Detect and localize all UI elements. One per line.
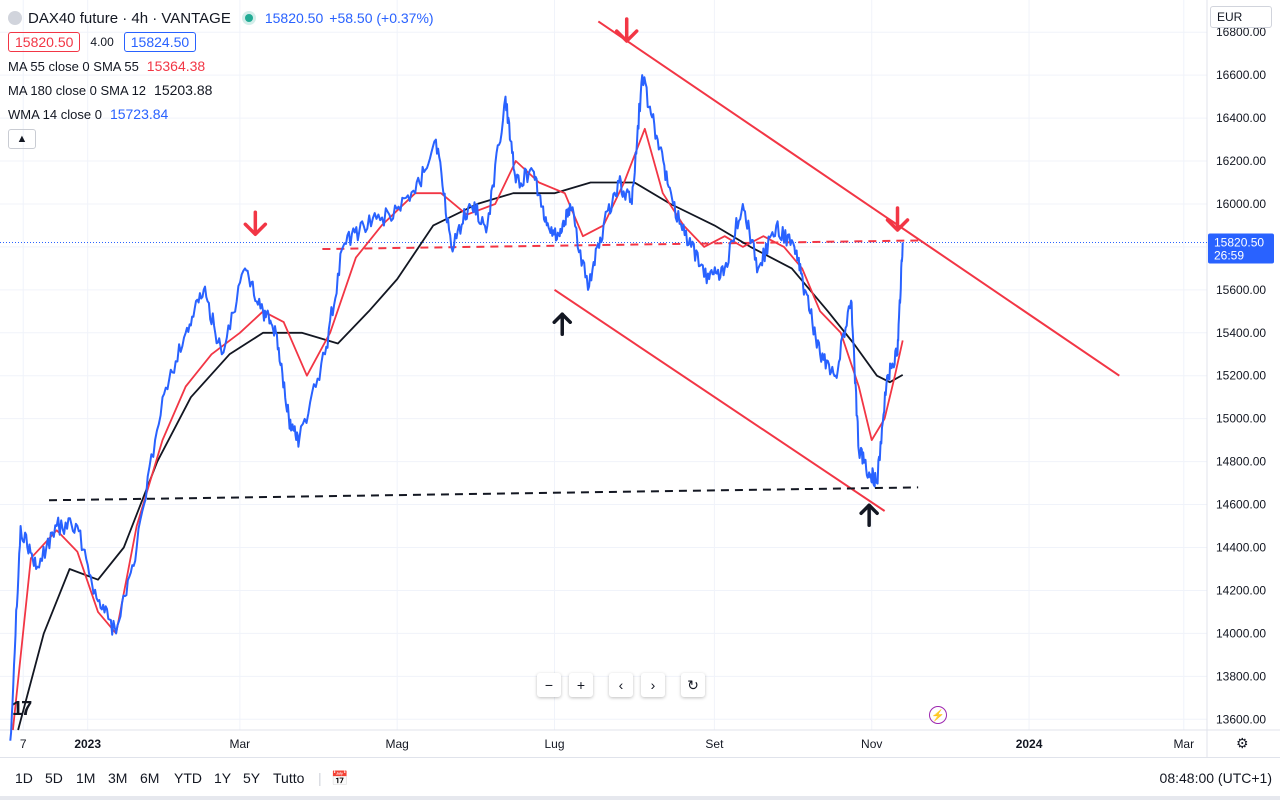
symbol-title[interactable]: DAX40 future · 4h · VANTAGE: [28, 9, 231, 27]
price-axis: 13600.00 13800.00 14000.00 14200.00 14400.00…: [1208, 25, 1274, 726]
price-tick-label: 14600.00: [1216, 498, 1266, 512]
collapse-legend-button[interactable]: ▲: [8, 129, 36, 149]
buy-button[interactable]: 15824.50: [123, 32, 197, 52]
price-tick-label: 16200.00: [1216, 154, 1266, 168]
indicator-value: 15723.84: [109, 106, 169, 122]
time-tick-label: Mar: [230, 737, 251, 751]
price-tick-label: 15400.00: [1216, 326, 1266, 340]
price-tick-label: 15200.00: [1216, 369, 1266, 383]
gear-icon[interactable]: ⚙: [1236, 735, 1249, 751]
clock-timezone[interactable]: 08:48:00 (UTC+1): [1159, 770, 1272, 786]
zoom-out-button[interactable]: −: [537, 673, 561, 697]
indicator-name: MA 55 close 0 SMA 55: [8, 58, 139, 74]
timeframe-5y[interactable]: 5Y: [243, 770, 261, 786]
price-tick-label: 16800.00: [1216, 25, 1266, 39]
scroll-left-button[interactable]: ‹: [609, 673, 633, 697]
tradingview-logo-icon[interactable]: 17: [12, 698, 32, 720]
time-tick-label: Set: [705, 737, 724, 751]
arrow-down-icon[interactable]: [243, 210, 268, 237]
chart-grid: [0, 0, 1280, 757]
minus-icon: −: [544, 677, 554, 693]
price-tick-label: 14000.00: [1216, 626, 1266, 640]
price-tick-label: 14400.00: [1216, 541, 1266, 555]
time-tick-label: Nov: [861, 737, 882, 751]
scroll-right-button[interactable]: ›: [641, 673, 665, 697]
indicator-value: 15364.38: [146, 58, 206, 74]
timeframe-ytd[interactable]: YTD: [174, 770, 202, 786]
indicator-row-wma14[interactable]: WMA 14 close 0 15723.84: [8, 102, 434, 126]
divider: |: [318, 770, 322, 786]
price-tick-label: 15000.00: [1216, 412, 1266, 426]
chevron-left-icon: ‹: [618, 677, 624, 693]
sell-button[interactable]: 15820.50: [8, 32, 81, 52]
upper-resistance-line[interactable]: [597, 20, 1120, 377]
plus-icon: +: [576, 677, 586, 693]
bottom-toolbar: 1D 5D 1M 3M 6M YTD 1Y 5Y Tutto | 📅 08:48…: [0, 757, 1280, 798]
calendar-range-icon[interactable]: 📅: [331, 770, 349, 786]
lower-channel-line[interactable]: [553, 289, 886, 512]
time-tick-label: Lug: [544, 737, 564, 751]
price-tick-label: 16600.00: [1216, 68, 1266, 82]
timeframe-3m[interactable]: 3M: [108, 770, 128, 786]
indicator-name: WMA 14 close 0: [8, 106, 102, 122]
timeframe-1m[interactable]: 1M: [76, 770, 96, 786]
chevron-up-icon: ▲: [16, 133, 28, 145]
scrollbar[interactable]: [0, 796, 1280, 800]
reset-icon: ↻: [687, 676, 699, 693]
drawing-annotations: [48, 20, 1120, 512]
price-tick-label: 14800.00: [1216, 455, 1266, 469]
timeframe-1y[interactable]: 1Y: [214, 770, 232, 786]
last-price: 15820.50: [264, 10, 324, 26]
indicator-row-ma55[interactable]: MA 55 close 0 SMA 55 15364.38: [8, 54, 434, 78]
price-tick-label: 16400.00: [1216, 111, 1266, 125]
currency-label: EUR: [1217, 10, 1243, 24]
currency-select[interactable]: EUR: [1210, 6, 1272, 28]
series-line-ma-55: [12, 127, 904, 731]
series-line-wma-14: [9, 74, 904, 741]
horizontal-support-line[interactable]: [48, 486, 919, 502]
chart-legend: DAX40 future · 4h · VANTAGE 15820.50 +58…: [8, 6, 434, 149]
last-price-tag: [1208, 233, 1274, 264]
timeframe-5d[interactable]: 5D: [45, 770, 63, 786]
chevron-right-icon: ›: [650, 677, 656, 693]
arrow-annotations: [243, 17, 910, 528]
market-open-icon: [244, 14, 253, 22]
price-tick-label: 16000.00: [1216, 197, 1266, 211]
bar-countdown: 26:59: [1214, 249, 1244, 263]
series-line-ma-180: [17, 181, 904, 731]
timeframe-all[interactable]: Tutto: [273, 770, 305, 786]
zoom-in-button[interactable]: +: [569, 673, 593, 697]
bid-ask-row: 15820.50 4.00 15824.50: [8, 30, 434, 54]
price-tick-label: 13800.00: [1216, 669, 1266, 683]
time-tick-label: 2023: [74, 737, 101, 751]
chart-nav-controls: − + ‹ › ↻: [537, 673, 713, 697]
chart-series: [9, 74, 904, 741]
symbol-row[interactable]: DAX40 future · 4h · VANTAGE 15820.50 +58…: [8, 6, 434, 30]
time-tick-label: Mag: [386, 737, 409, 751]
arrow-down-icon[interactable]: [885, 206, 910, 232]
timeframe-1d[interactable]: 1D: [15, 770, 33, 786]
timeframe-6m[interactable]: 6M: [140, 770, 160, 786]
spread-value: 4.00: [90, 35, 114, 49]
price-change: +58.50 (+0.37%): [329, 10, 434, 26]
horizontal-resistance-line[interactable]: [322, 239, 919, 251]
arrow-up-icon[interactable]: [859, 503, 879, 528]
time-tick-label: Mar: [1173, 737, 1194, 751]
reset-chart-button[interactable]: ↻: [681, 673, 705, 697]
indicator-row-ma180[interactable]: MA 180 close 0 SMA 12 15203.88: [8, 78, 434, 102]
time-axis: 7 2023 Mar Mag Lug Set Nov 2024 Mar: [20, 737, 1194, 751]
price-tick-label: 13600.00: [1216, 712, 1266, 726]
symbol-logo-icon: [8, 11, 22, 25]
lightning-icon[interactable]: ⚡: [929, 706, 947, 724]
arrow-down-icon[interactable]: [614, 17, 639, 43]
price-chart[interactable]: 13600.00 13800.00 14000.00 14200.00 14400.00…: [0, 0, 1280, 760]
last-price-tag-value: 15820.50: [1214, 236, 1264, 250]
arrow-up-icon[interactable]: [552, 312, 572, 336]
price-tick-label: 15600.00: [1216, 283, 1266, 297]
time-tick-label: 2024: [1016, 737, 1043, 751]
time-tick-label: 7: [20, 737, 27, 751]
indicator-value: 15203.88: [154, 82, 213, 98]
price-tick-label: 14200.00: [1216, 583, 1266, 597]
indicator-name: MA 180 close 0 SMA 12: [8, 82, 147, 98]
